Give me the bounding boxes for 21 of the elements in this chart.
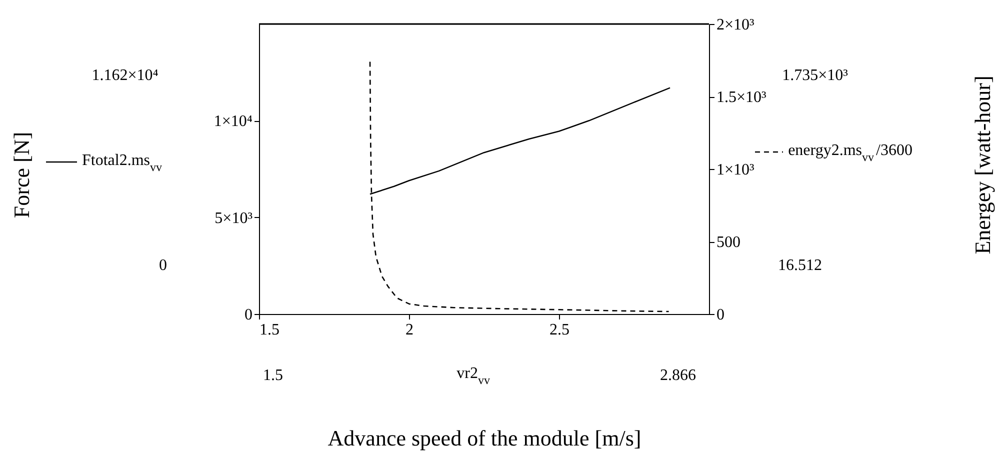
text: 1.735×10³ bbox=[782, 67, 848, 84]
text: 0 bbox=[159, 257, 167, 274]
line-series bbox=[369, 61, 670, 312]
text: 16.512 bbox=[778, 257, 822, 274]
y2-tick-label: 0 bbox=[716, 306, 724, 324]
text: 1.5 bbox=[263, 367, 283, 384]
x-tick-label: 1.5 bbox=[260, 322, 280, 338]
y2-tick-label: 1.5×10³ bbox=[716, 89, 767, 106]
text: 1.162×10⁴ bbox=[92, 67, 159, 84]
x-tick-label: 2.5 bbox=[550, 322, 570, 338]
text: 2.866 bbox=[660, 367, 696, 384]
text: Force [N] bbox=[9, 132, 34, 218]
x-tick-label: 2 bbox=[406, 322, 414, 338]
y-tick-label: 5×10³ bbox=[214, 210, 253, 227]
text: Energey [watt-hour] bbox=[970, 76, 995, 254]
y2-tick-label: 1×10³ bbox=[716, 162, 755, 178]
y-tick-label: 0 bbox=[244, 306, 252, 324]
y-tick-label: 1×10⁴ bbox=[214, 113, 253, 130]
x-axis-title: Advance speed of the module [m/s] bbox=[328, 426, 642, 450]
y2-tick-label: 2×10³ bbox=[716, 16, 755, 34]
y2-tick-label: 500 bbox=[716, 234, 740, 251]
